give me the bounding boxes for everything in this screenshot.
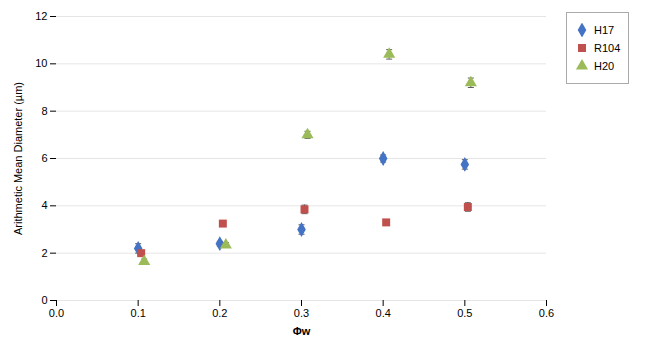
- html-text:R104: R104: [594, 42, 621, 54]
- svg-text:0.1: 0.1: [131, 307, 146, 319]
- svg-text:0.4: 0.4: [376, 307, 391, 319]
- svg-text:2: 2: [41, 247, 47, 259]
- svg-text:0.6: 0.6: [539, 307, 554, 319]
- svg-text:0.2: 0.2: [212, 307, 227, 319]
- svg-text:0.5: 0.5: [457, 307, 472, 319]
- svg-text:0.3: 0.3: [294, 307, 309, 319]
- svg-text:12: 12: [35, 10, 47, 22]
- svg-text:6: 6: [41, 152, 47, 164]
- html-text:H20: H20: [594, 60, 615, 72]
- svg-text:Φw: Φw: [293, 325, 311, 337]
- svg-text:4: 4: [41, 199, 47, 211]
- svg-text:Arithmetic Mean Diameter (µm): Arithmetic Mean Diameter (µm): [12, 82, 24, 235]
- svg-text:10: 10: [35, 57, 47, 69]
- svg-text:8: 8: [41, 105, 47, 117]
- html-text:H17: H17: [594, 24, 615, 36]
- svg-text:0: 0: [41, 294, 47, 306]
- svg-text:0.0: 0.0: [49, 307, 64, 319]
